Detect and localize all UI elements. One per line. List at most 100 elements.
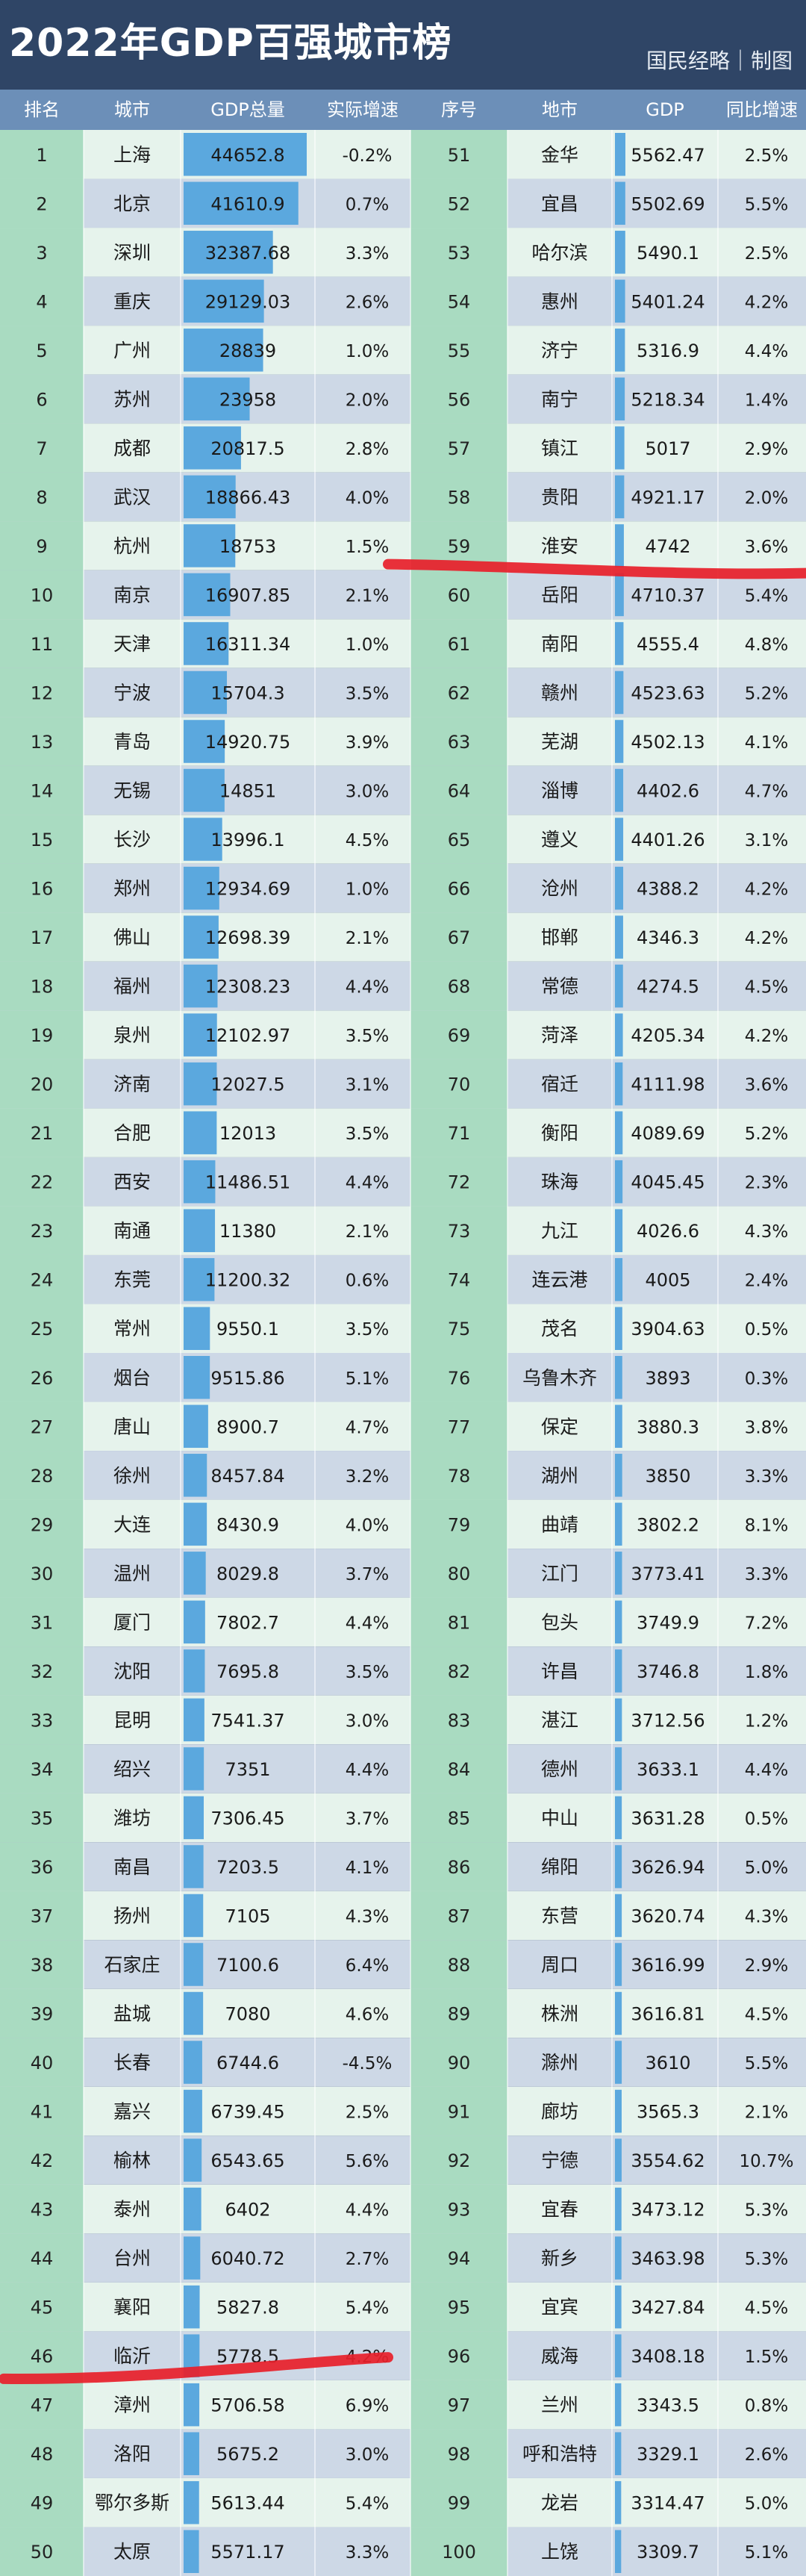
city-label: 呼和浩特 — [522, 2443, 597, 2465]
rank-cell — [410, 961, 507, 1011]
gdp-bar — [615, 2383, 622, 2427]
growth-label: 4.6% — [346, 2006, 389, 2025]
gdp-bar — [184, 671, 228, 715]
gdp-bar — [184, 573, 231, 617]
gdp-label: 23958 — [219, 389, 276, 410]
rank-cell — [410, 668, 507, 718]
rank-label: 46 — [31, 2346, 54, 2367]
rank-cell — [0, 1304, 84, 1353]
rank-cell — [0, 2331, 84, 2380]
table-row — [0, 619, 806, 668]
gdp-label: 41610.9 — [210, 193, 284, 214]
rank-label: 17 — [31, 927, 54, 948]
gdp-bar — [615, 524, 624, 567]
city-label: 赣州 — [541, 682, 578, 703]
rank-cell — [0, 765, 84, 815]
table-row — [0, 1010, 806, 1060]
rank-cell — [410, 2233, 507, 2283]
city-label: 菏泽 — [541, 1024, 578, 1046]
growth-label: 3.0% — [346, 783, 389, 802]
rank-label: 82 — [448, 1661, 471, 1682]
table-row — [0, 1254, 806, 1304]
growth-label: 2.9% — [745, 440, 788, 459]
gdp-label: 5571.17 — [210, 2542, 284, 2563]
city-label: 无锡 — [113, 780, 151, 802]
gdp-bar — [615, 1943, 622, 1986]
growth-label: 4.4% — [346, 1761, 389, 1780]
rank-label: 34 — [31, 1759, 54, 1780]
gdp-bar — [184, 1698, 204, 1742]
rank-cell — [410, 1353, 507, 1402]
rank-label: 48 — [31, 2444, 54, 2465]
rank-label: 11 — [31, 634, 54, 655]
rank-label: 75 — [448, 1319, 471, 1340]
rank-label: 29 — [31, 1514, 54, 1535]
city-label: 威海 — [541, 2345, 578, 2367]
gdp-bar — [184, 426, 241, 470]
gdp-bar — [615, 720, 624, 763]
header-prefecture: 地市 — [542, 99, 578, 120]
gdp-bar — [615, 573, 624, 617]
gdp-label: 3904.63 — [631, 1319, 705, 1340]
rank-label: 72 — [448, 1172, 471, 1193]
rank-cell — [410, 1206, 507, 1255]
growth-label: 1.2% — [745, 1711, 788, 1731]
rank-cell — [0, 1793, 84, 1843]
table-row — [0, 2135, 806, 2185]
growth-label: 3.3% — [745, 1467, 788, 1487]
table-row — [0, 1842, 806, 1891]
gdp-bar — [615, 2236, 622, 2280]
city-label: 曲靖 — [541, 1513, 578, 1535]
city-label: 福州 — [113, 976, 151, 998]
gdp-label: 4026.6 — [637, 1221, 699, 1242]
gdp-label: 7541.37 — [210, 1710, 284, 1731]
rank-cell — [410, 276, 507, 326]
city-label: 贵阳 — [541, 486, 578, 508]
city-label: 榆林 — [113, 2150, 151, 2171]
city-label: 连云港 — [531, 1269, 587, 1291]
gdp-label: 3850 — [645, 1466, 690, 1487]
gdp-label: 29129.03 — [205, 291, 291, 312]
table-row — [0, 1353, 806, 1402]
growth-label: 1.8% — [745, 1663, 788, 1682]
gdp-label: 3633.1 — [637, 1759, 699, 1780]
rank-label: 73 — [448, 1221, 471, 1242]
city-label: 宜宾 — [541, 2297, 578, 2318]
gdp-label: 8029.8 — [216, 1564, 279, 1584]
rank-label: 13 — [31, 732, 54, 753]
gdp-label: 3626.94 — [631, 1857, 705, 1878]
gdp-label: 6402 — [225, 2200, 270, 2221]
rank-cell — [0, 2086, 84, 2136]
gdp-label: 7695.8 — [216, 1661, 279, 1682]
gdp-label: 3749.9 — [637, 1612, 699, 1633]
city-label: 湛江 — [541, 1709, 578, 1731]
rank-cell — [0, 472, 84, 522]
gdp-label: 4401.26 — [631, 830, 705, 850]
growth-label: 0.6% — [346, 1272, 389, 1291]
rank-label: 40 — [31, 2053, 54, 2073]
rank-label: 12 — [31, 682, 54, 703]
gdp-bar — [615, 1257, 623, 1301]
gdp-bar — [615, 1796, 622, 1840]
rank-cell — [410, 2527, 507, 2576]
city-label: 淄博 — [541, 780, 578, 802]
city-label: 绵阳 — [541, 1856, 578, 1878]
growth-label: 2.5% — [745, 146, 788, 166]
gdp-bar — [615, 1062, 623, 1106]
growth-label: 3.5% — [346, 1320, 389, 1340]
gdp-label: 4089.69 — [631, 1123, 705, 1144]
rank-label: 32 — [31, 1661, 54, 1682]
growth-label: 3.6% — [745, 538, 788, 557]
gdp-bar — [184, 1943, 204, 1986]
growth-label: 4.8% — [745, 635, 788, 655]
rank-label: 91 — [448, 2102, 471, 2123]
growth-label: 3.8% — [745, 1418, 788, 1437]
growth-label: 3.2% — [346, 1467, 389, 1487]
city-label: 哈尔滨 — [531, 242, 587, 264]
gdp-label: 4045.45 — [631, 1172, 705, 1193]
table-row — [0, 1597, 806, 1647]
rank-cell — [0, 1059, 84, 1109]
rank-cell — [410, 1499, 507, 1549]
growth-label: 1.0% — [346, 635, 389, 655]
gdp-label: 4921.17 — [631, 487, 705, 508]
